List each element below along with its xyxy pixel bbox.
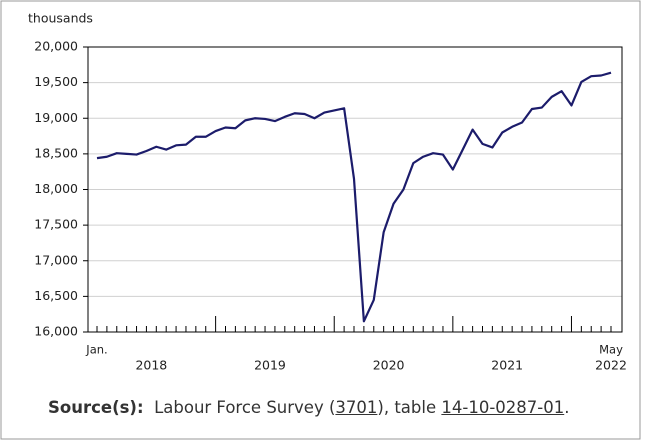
line: [96, 71, 612, 323]
y-tick-label: 19,500: [34, 74, 78, 89]
y-tick-label: 19,000: [34, 110, 78, 125]
x-group-label: 2019: [254, 358, 286, 373]
x-group-label: 2020: [373, 358, 405, 373]
source-label: Source(s):: [48, 398, 144, 417]
x-tick-label: May: [599, 343, 623, 357]
source: Source(s): Labour Force Survey (3701), t…: [48, 398, 569, 417]
y-unit: thousands: [28, 11, 93, 26]
y-tick-label: 20,000: [34, 39, 78, 54]
y-tick-label: 17,000: [34, 252, 78, 267]
x-tick-label: Jan.: [85, 343, 107, 357]
x-group-label: 2018: [135, 358, 167, 373]
source-link[interactable]: 3701: [335, 398, 378, 417]
y-tick-label: 18,500: [34, 145, 78, 160]
y-tick-label: 16,000: [34, 324, 78, 339]
plot-frame: [87, 46, 623, 333]
source-link[interactable]: 14-10-0287-01: [441, 398, 565, 417]
y-tick-label: 17,500: [34, 217, 78, 232]
source-text: .: [564, 398, 570, 417]
x-group-label: 2021: [491, 358, 523, 373]
source-text: ), table: [377, 398, 442, 417]
x-group-label: 2022: [595, 358, 627, 373]
border: [0, 0, 641, 440]
y-tick-label: 18,000: [34, 181, 78, 196]
source-text: Labour Force Survey (: [154, 398, 336, 417]
y-tick-label: 16,500: [34, 288, 78, 303]
